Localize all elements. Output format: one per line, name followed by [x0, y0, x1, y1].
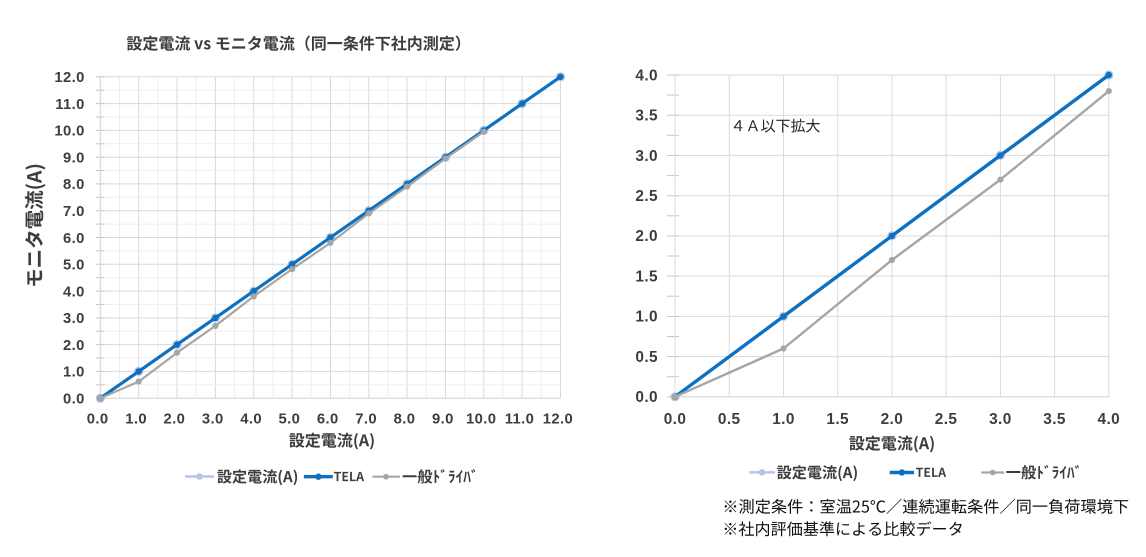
svg-text:2.5: 2.5 — [935, 411, 958, 428]
svg-text:1.5: 1.5 — [826, 411, 849, 428]
svg-text:7.0: 7.0 — [355, 411, 377, 427]
svg-text:3.0: 3.0 — [202, 411, 224, 427]
svg-text:3.0: 3.0 — [989, 411, 1012, 428]
svg-text:2.0: 2.0 — [881, 411, 904, 428]
svg-text:9.0: 9.0 — [63, 151, 85, 167]
svg-text:2.0: 2.0 — [164, 411, 186, 427]
svg-text:1.0: 1.0 — [63, 365, 85, 381]
svg-text:3.5: 3.5 — [635, 108, 658, 125]
svg-text:4.0: 4.0 — [63, 284, 85, 300]
svg-text:1.0: 1.0 — [635, 309, 658, 326]
svg-text:5.0: 5.0 — [279, 411, 301, 427]
svg-text:10.0: 10.0 — [466, 411, 496, 427]
svg-text:0.5: 0.5 — [718, 411, 741, 428]
svg-text:3.5: 3.5 — [1043, 411, 1066, 428]
svg-text:8.0: 8.0 — [394, 411, 416, 427]
svg-text:12.0: 12.0 — [54, 70, 84, 86]
svg-text:3.0: 3.0 — [635, 148, 658, 165]
svg-text:4.0: 4.0 — [240, 411, 262, 427]
svg-text:0.0: 0.0 — [87, 411, 109, 427]
svg-text:8.0: 8.0 — [63, 177, 85, 193]
svg-text:0.5: 0.5 — [635, 349, 658, 366]
svg-text:11.0: 11.0 — [55, 97, 85, 113]
svg-text:6.0: 6.0 — [317, 411, 339, 427]
svg-text:4.0: 4.0 — [635, 67, 658, 84]
svg-text:6.0: 6.0 — [63, 231, 85, 247]
svg-text:0.0: 0.0 — [635, 389, 658, 406]
svg-text:11.0: 11.0 — [505, 411, 535, 427]
svg-text:0.0: 0.0 — [664, 411, 687, 428]
svg-text:10.0: 10.0 — [54, 124, 84, 140]
svg-text:3.0: 3.0 — [63, 311, 85, 327]
svg-text:2.0: 2.0 — [635, 228, 658, 245]
svg-text:12.0: 12.0 — [543, 411, 573, 427]
svg-text:9.0: 9.0 — [432, 411, 454, 427]
svg-text:0.0: 0.0 — [63, 392, 85, 408]
svg-text:4.0: 4.0 — [1097, 411, 1120, 428]
svg-text:2.5: 2.5 — [635, 188, 658, 205]
svg-text:1.0: 1.0 — [772, 411, 795, 428]
svg-text:2.0: 2.0 — [63, 338, 85, 354]
svg-text:1.5: 1.5 — [635, 268, 658, 285]
svg-text:7.0: 7.0 — [63, 204, 85, 220]
svg-text:1.0: 1.0 — [125, 411, 147, 427]
svg-text:5.0: 5.0 — [63, 258, 85, 274]
